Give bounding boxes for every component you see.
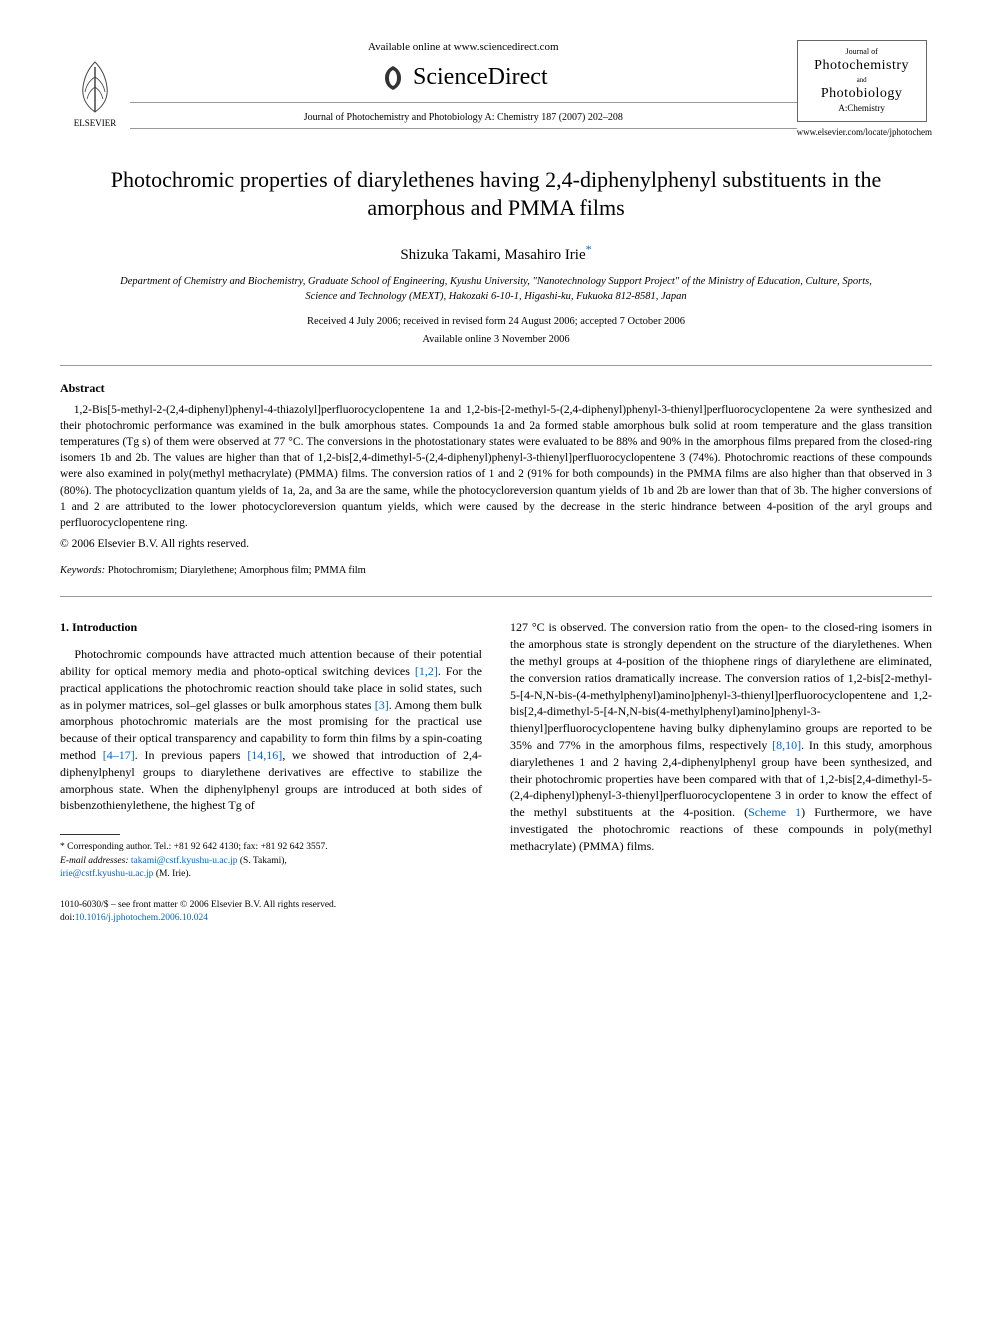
header-rule-bottom (130, 128, 797, 129)
available-online-text: Available online at www.sciencedirect.co… (130, 40, 797, 55)
column-right: 127 °C is observed. The conversion ratio… (510, 619, 932, 881)
header-row: ELSEVIER Available online at www.science… (60, 40, 932, 138)
email-name-2: (M. Irie). (153, 869, 190, 879)
section-1-heading: 1. Introduction (60, 619, 482, 636)
footer-doi-label: doi: (60, 913, 75, 923)
ref-link-8-10[interactable]: [8,10] (772, 738, 801, 752)
journal-of: Journal of (802, 47, 922, 57)
elsevier-logo: ELSEVIER (60, 49, 130, 129)
ref-link-14-16[interactable]: [14,16] (247, 748, 282, 762)
abstract-rule-top (60, 365, 932, 366)
keywords-text: Photochromism; Diarylethene; Amorphous f… (108, 565, 366, 576)
intro-paragraph: Photochromic compounds have attracted mu… (60, 646, 482, 814)
journal-name-2: Photobiology (802, 85, 922, 103)
abstract-rule-bottom (60, 596, 932, 597)
footer: 1010-6030/$ – see front matter © 2006 El… (60, 899, 932, 925)
elsevier-tree-icon (65, 57, 125, 117)
ref-link-4-17[interactable]: [4–17] (103, 748, 135, 762)
journal-url: www.elsevier.com/locate/jphotochem (797, 126, 932, 138)
sciencedirect-logo: ScienceDirect (130, 61, 797, 93)
body-columns: 1. Introduction Photochromic compounds h… (60, 619, 932, 881)
email-link-1[interactable]: takami@cstf.kyushu-u.ac.jp (131, 856, 238, 866)
center-header: Available online at www.sciencedirect.co… (130, 40, 797, 137)
journal-and: and (802, 76, 922, 85)
footer-issn: 1010-6030/$ – see front matter © 2006 El… (60, 899, 932, 912)
article-title: Photochromic properties of diarylethenes… (100, 166, 892, 223)
intro-text-4: . In previous papers (135, 748, 248, 762)
abstract-body: 1,2-Bis[5-methyl-2-(2,4-diphenyl)phenyl-… (60, 402, 932, 531)
journal-subtitle: A:Chemistry (802, 103, 922, 115)
copyright: © 2006 Elsevier B.V. All rights reserved… (60, 537, 932, 553)
keywords: Keywords: Photochromism; Diarylethene; A… (60, 564, 932, 578)
abstract-paragraph: 1,2-Bis[5-methyl-2-(2,4-diphenyl)phenyl-… (60, 402, 932, 531)
footnote-rule (60, 834, 120, 835)
header-rule-top (130, 102, 797, 103)
scheme-1-link[interactable]: Scheme 1 (748, 805, 801, 819)
intro-text-r1: 127 °C is observed. The conversion ratio… (510, 620, 932, 752)
authors-names: Shizuka Takami, Masahiro Irie (400, 247, 585, 263)
ref-link-3[interactable]: [3] (375, 698, 389, 712)
footnote-email-label: E-mail addresses: (60, 856, 129, 866)
footnote-corresponding: * Corresponding author. Tel.: +81 92 642… (60, 841, 482, 881)
footnote-email-line: E-mail addresses: takami@cstf.kyushu-u.a… (60, 855, 482, 868)
email-name-1: (S. Takami), (238, 856, 287, 866)
journal-name-1: Photochemistry (802, 57, 922, 75)
dates-online: Available online 3 November 2006 (60, 333, 932, 347)
column-left: 1. Introduction Photochromic compounds h… (60, 619, 482, 881)
journal-cover-box: Journal of Photochemistry and Photobiolo… (797, 40, 927, 122)
keywords-label: Keywords: (60, 565, 105, 576)
sciencedirect-icon (379, 64, 407, 92)
email-link-2[interactable]: irie@cstf.kyushu-u.ac.jp (60, 869, 153, 879)
abstract-heading: Abstract (60, 380, 932, 396)
authors: Shizuka Takami, Masahiro Irie* (60, 241, 932, 265)
corresponding-asterisk[interactable]: * (586, 242, 592, 256)
footer-doi-line: doi:10.1016/j.jphotochem.2006.10.024 (60, 912, 932, 925)
intro-paragraph-cont: 127 °C is observed. The conversion ratio… (510, 619, 932, 854)
ref-link-1-2[interactable]: [1,2] (415, 664, 438, 678)
doi-link[interactable]: 10.1016/j.jphotochem.2006.10.024 (75, 913, 208, 923)
footnote-email-line-2: irie@cstf.kyushu-u.ac.jp (M. Irie). (60, 868, 482, 881)
elsevier-label: ELSEVIER (74, 117, 117, 129)
dates-received: Received 4 July 2006; received in revise… (60, 315, 932, 329)
sciencedirect-text: ScienceDirect (413, 61, 548, 93)
journal-box-wrap: Journal of Photochemistry and Photobiolo… (797, 40, 932, 138)
affiliation: Department of Chemistry and Biochemistry… (120, 275, 872, 304)
journal-reference: Journal of Photochemistry and Photobiolo… (130, 111, 797, 125)
footnote-corr-line: * Corresponding author. Tel.: +81 92 642… (60, 841, 482, 854)
